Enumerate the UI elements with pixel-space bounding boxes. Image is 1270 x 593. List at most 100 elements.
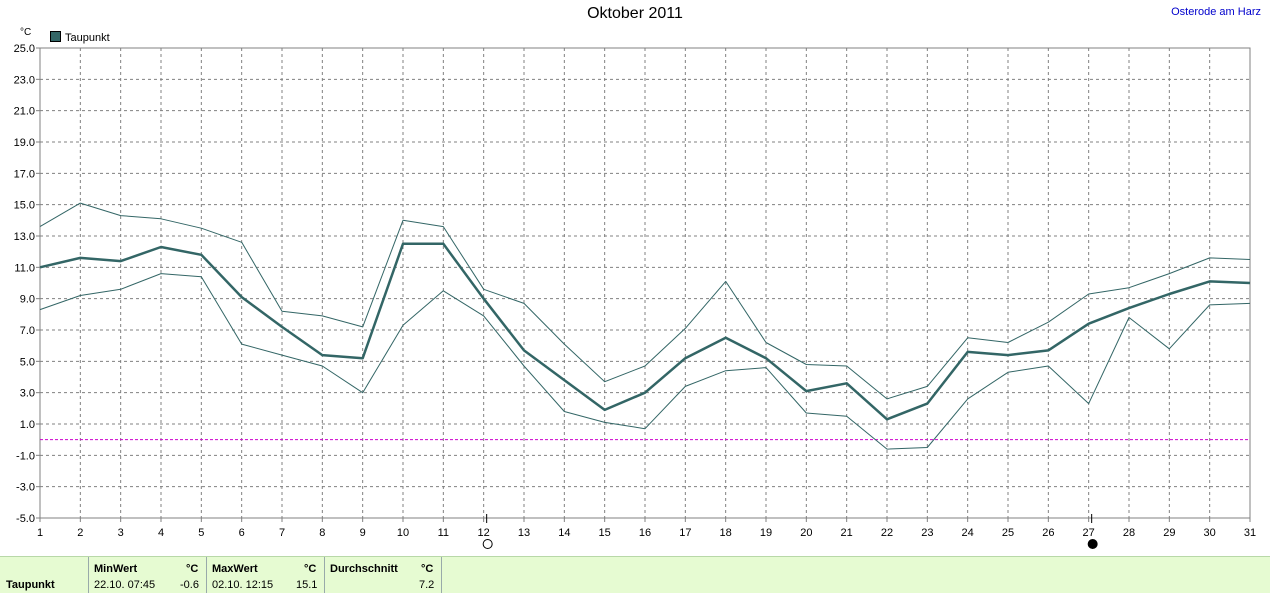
data-point-max	[201, 227, 203, 229]
data-point-min	[39, 309, 41, 311]
data-point-min	[523, 365, 525, 367]
data-point-max	[685, 328, 687, 330]
chart-canvas: 25.023.021.019.017.015.013.011.09.07.05.…	[14, 43, 1256, 549]
x-tick-label: 19	[760, 527, 772, 539]
data-point-mean	[604, 409, 606, 411]
data-point-min	[604, 422, 606, 424]
data-point-min	[402, 325, 404, 327]
x-tick-label: 30	[1204, 527, 1216, 539]
x-tick-label: 6	[239, 527, 245, 539]
stats-row-label: Taupunkt	[6, 579, 55, 591]
avg-unit: °C	[421, 563, 434, 575]
full-moon-icon	[482, 539, 493, 549]
series-line-mean	[39, 242, 1251, 421]
data-point-max	[725, 281, 727, 283]
legend-swatch	[50, 31, 61, 42]
data-point-max	[846, 365, 848, 367]
data-point-mean	[1048, 350, 1050, 352]
legend: Taupunkt	[50, 31, 110, 44]
max-value: 15.1	[296, 579, 318, 591]
data-point-max	[765, 342, 767, 344]
data-point-min	[967, 398, 969, 400]
data-point-mean	[644, 392, 646, 394]
data-point-max	[39, 226, 41, 228]
stats-bar: Taupunkt MinWert °C 22.10. 07:45 -0.6 Ma…	[0, 556, 1270, 593]
x-tick-label: 11	[438, 527, 449, 539]
x-tick-label: 4	[158, 527, 164, 539]
x-tick-label: 1	[37, 527, 43, 539]
data-point-max	[1048, 321, 1050, 323]
data-point-mean	[967, 351, 969, 353]
y-tick-label: 15.0	[14, 200, 35, 212]
data-point-min	[846, 415, 848, 417]
data-point-mean	[1169, 293, 1171, 295]
data-point-min	[644, 428, 646, 430]
data-point-max	[362, 326, 364, 328]
stats-divider	[324, 557, 325, 593]
data-point-mean	[927, 403, 929, 405]
data-point-min	[201, 276, 203, 278]
data-point-mean	[322, 354, 324, 356]
x-tick-label: 21	[841, 527, 853, 539]
data-point-max	[443, 226, 445, 228]
y-tick-label: -3.0	[16, 482, 35, 494]
x-tick-label: 8	[319, 527, 325, 539]
x-tick-label: 20	[800, 527, 812, 539]
legend-label: Taupunkt	[65, 32, 110, 44]
max-time: 02.10. 12:15	[212, 579, 274, 591]
data-point-mean	[402, 243, 404, 245]
data-point-min	[564, 411, 566, 413]
x-tick-label: 23	[921, 527, 933, 539]
data-point-min	[160, 273, 162, 275]
y-tick-label: 25.0	[14, 43, 35, 55]
x-tick-label: 5	[198, 527, 204, 539]
data-point-min	[483, 315, 485, 317]
data-point-max	[927, 386, 929, 388]
x-tick-label: 10	[397, 527, 409, 539]
data-point-min	[1128, 317, 1130, 319]
data-point-mean	[483, 298, 485, 300]
x-tick-label: 13	[518, 527, 530, 539]
data-point-max	[886, 398, 888, 400]
data-point-mean	[1007, 354, 1009, 356]
data-point-max	[1088, 293, 1090, 295]
data-point-min	[120, 288, 122, 290]
data-point-min	[80, 295, 82, 297]
data-point-min	[241, 343, 243, 345]
x-tick-label: 22	[881, 527, 893, 539]
data-point-mean	[281, 326, 283, 328]
min-header: MinWert	[94, 563, 138, 575]
data-point-min	[322, 365, 324, 367]
series-line-min	[39, 273, 1251, 450]
data-point-mean	[443, 243, 445, 245]
data-point-max	[120, 215, 122, 217]
x-tick-label: 28	[1123, 527, 1135, 539]
y-tick-label: 21.0	[14, 106, 35, 118]
data-point-mean	[523, 350, 525, 352]
data-point-min	[806, 412, 808, 414]
data-point-max	[644, 365, 646, 367]
data-point-max	[1209, 257, 1211, 259]
data-point-max	[564, 343, 566, 345]
x-tick-label: 14	[558, 527, 570, 539]
x-tick-label: 17	[679, 527, 691, 539]
data-point-min	[1169, 348, 1171, 350]
y-tick-label: 23.0	[14, 74, 35, 86]
data-point-mean	[685, 357, 687, 359]
data-point-mean	[1209, 281, 1211, 283]
y-axis-unit: °C	[20, 27, 32, 38]
data-point-mean	[39, 267, 41, 269]
data-point-min	[1209, 304, 1211, 306]
y-tick-label: 1.0	[20, 419, 35, 431]
data-point-mean	[80, 257, 82, 259]
avg-value: 7.2	[419, 579, 435, 591]
data-point-max	[523, 303, 525, 305]
data-point-mean	[362, 357, 364, 359]
y-tick-label: 17.0	[14, 168, 35, 180]
data-point-max	[80, 202, 82, 204]
data-point-mean	[160, 246, 162, 248]
data-point-mean	[1088, 323, 1090, 325]
data-point-mean	[201, 254, 203, 256]
data-point-min	[725, 370, 727, 372]
y-tick-label: -5.0	[16, 513, 35, 525]
